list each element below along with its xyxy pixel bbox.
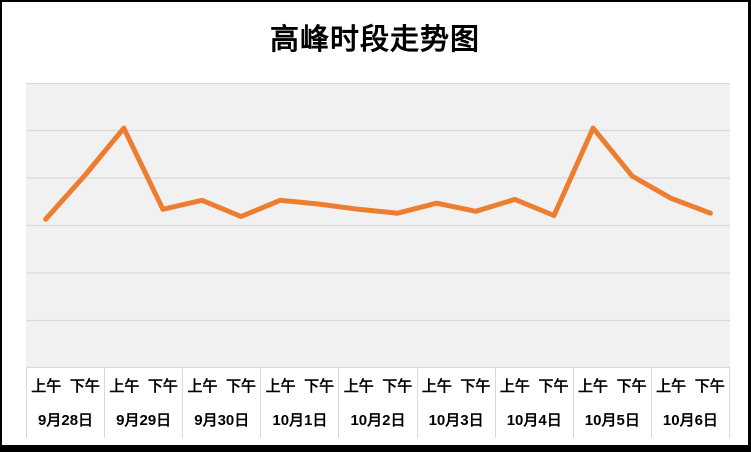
axis-period-label: 上午 [31, 378, 62, 395]
axis-periods-row: 上午 下午 [418, 368, 495, 403]
axis-day-column: 上午 下午 10月6日 [652, 368, 730, 438]
axis-date-label: 10月4日 [506, 412, 562, 429]
gridlines [26, 83, 730, 368]
plot-area [26, 83, 730, 368]
axis-date-label: 10月3日 [428, 412, 484, 429]
axis-period-label: 下午 [147, 378, 178, 395]
axis-periods-row: 上午 下午 [339, 368, 416, 403]
axis-date-label: 9月29日 [116, 412, 172, 429]
axis-day-column: 上午 下午 9月29日 [105, 368, 184, 438]
axis-period-label: 下午 [460, 378, 491, 395]
axis-period-label: 上午 [265, 378, 296, 395]
axis-period-label: 下午 [69, 378, 100, 395]
axis-period-label: 下午 [382, 378, 413, 395]
axis-day-column: 上午 下午 10月3日 [418, 368, 496, 438]
chart-title: 高峰时段走势图 [269, 24, 480, 56]
axis-periods-row: 上午 下午 [574, 368, 651, 403]
axis-day-column: 上午 下午 10月2日 [339, 368, 418, 438]
axis-date-label: 10月1日 [272, 412, 328, 429]
axis-date-label: 9月30日 [194, 412, 250, 429]
axis-period-label: 上午 [109, 378, 140, 395]
axis-period-label: 下午 [616, 378, 647, 395]
axis-period-label: 下午 [694, 378, 725, 395]
axis-period-label: 上午 [343, 378, 374, 395]
axis-periods-row: 上午 下午 [27, 368, 104, 403]
axis-period-label: 上午 [499, 378, 530, 395]
trend-line [43, 125, 713, 222]
axis-day-column: 上午 下午 10月4日 [496, 368, 574, 438]
trend-chart-svg [26, 83, 730, 368]
axis-period-label: 上午 [187, 378, 218, 395]
axis-day-column: 上午 下午 10月1日 [261, 368, 340, 438]
axis-period-label: 下午 [304, 378, 335, 395]
axis-date-label: 10月2日 [350, 412, 406, 429]
axis-period-label: 上午 [421, 378, 452, 395]
axis-periods-row: 上午 下午 [652, 368, 729, 403]
axis-periods-row: 上午 下午 [105, 368, 182, 403]
axis-period-label: 下午 [226, 378, 257, 395]
axis-day-column: 上午 下午 9月28日 [26, 368, 106, 438]
axis-period-label: 下午 [538, 378, 569, 395]
axis-day-column: 上午 下午 9月30日 [183, 368, 262, 438]
axis-date-label: 9月28日 [38, 412, 94, 429]
axis-period-label: 上午 [656, 378, 687, 395]
axis-periods-row: 上午 下午 [183, 368, 260, 403]
axis-periods-row: 上午 下午 [496, 368, 573, 403]
axis-date-label: 10月6日 [662, 412, 718, 429]
x-axis: 上午 下午 9月28日 上午 下午 9月29日 上午 下午 9月30日 上午 下午 10月1日 上午 下午… [26, 368, 730, 438]
axis-day-column: 上午 下午 10月5日 [574, 368, 652, 438]
axis-period-label: 上午 [578, 378, 609, 395]
axis-date-label: 10月5日 [584, 412, 640, 429]
axis-periods-row: 上午 下午 [261, 368, 338, 403]
